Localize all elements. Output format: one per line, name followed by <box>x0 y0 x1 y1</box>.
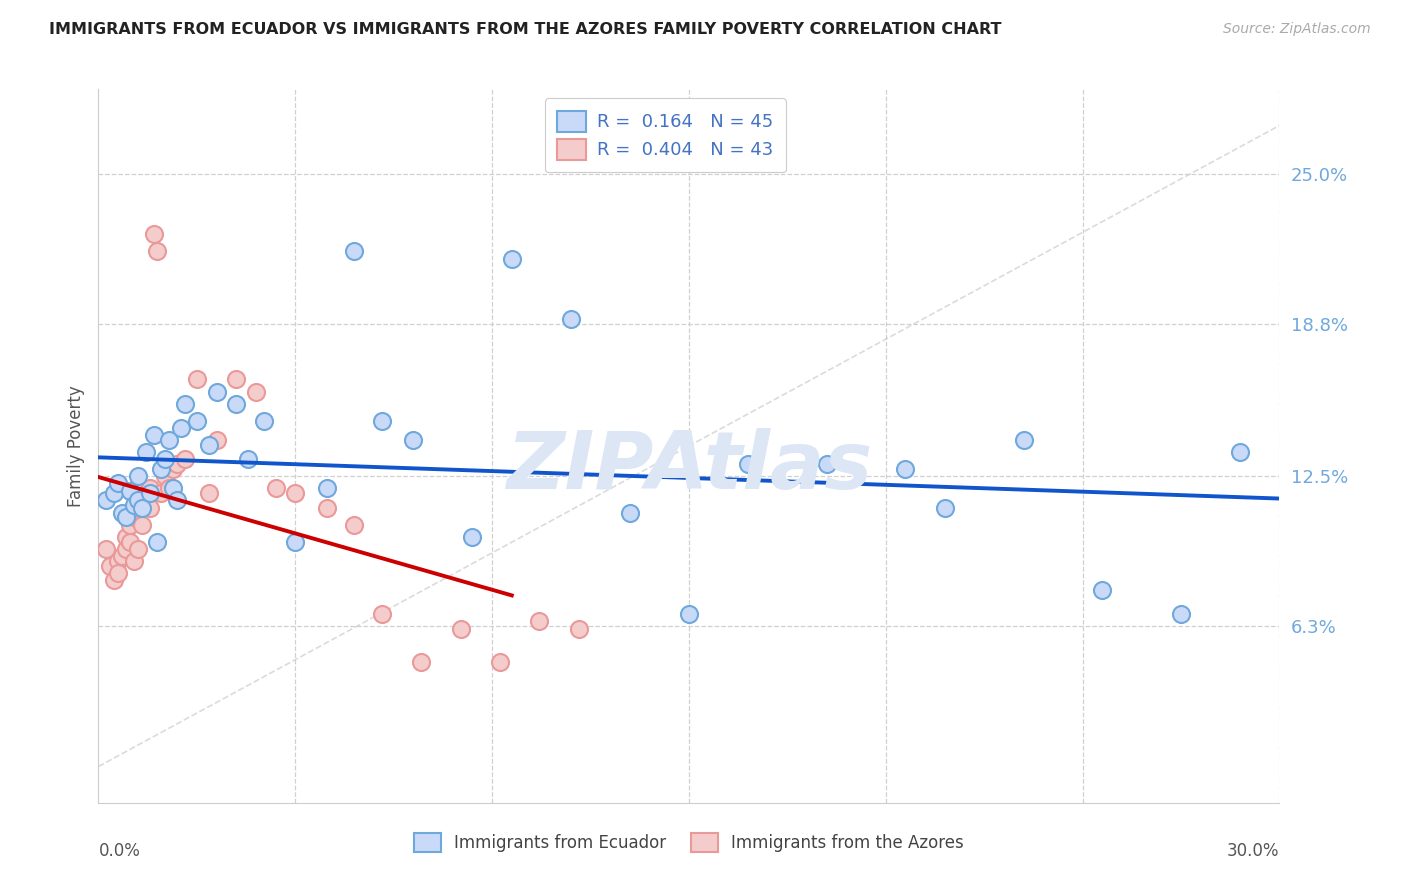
Point <box>264 481 287 495</box>
Text: 0.0%: 0.0% <box>98 842 141 860</box>
Y-axis label: Family Poverty: Family Poverty <box>66 385 84 507</box>
Point <box>461 530 484 544</box>
Point <box>205 384 228 399</box>
Point <box>166 457 188 471</box>
Point <box>315 481 337 495</box>
Point <box>162 481 184 495</box>
Point <box>131 517 153 532</box>
Point <box>111 549 134 563</box>
Point <box>115 530 138 544</box>
Point <box>284 534 307 549</box>
Point <box>678 607 700 621</box>
Text: Source: ZipAtlas.com: Source: ZipAtlas.com <box>1223 22 1371 37</box>
Point <box>1229 445 1251 459</box>
Point <box>127 541 149 556</box>
Point <box>127 493 149 508</box>
Point <box>127 500 149 515</box>
Point <box>894 462 917 476</box>
Point <box>142 227 165 242</box>
Point <box>619 506 641 520</box>
Point <box>96 493 118 508</box>
Point <box>186 414 208 428</box>
Point <box>138 500 160 515</box>
Point <box>115 510 138 524</box>
Point <box>107 476 129 491</box>
Point <box>343 517 366 532</box>
Point <box>122 510 145 524</box>
Text: IMMIGRANTS FROM ECUADOR VS IMMIGRANTS FROM THE AZORES FAMILY POVERTY CORRELATION: IMMIGRANTS FROM ECUADOR VS IMMIGRANTS FR… <box>49 22 1001 37</box>
Point <box>155 469 177 483</box>
Point <box>111 506 134 520</box>
Point <box>170 421 193 435</box>
Point <box>1012 433 1035 447</box>
Point <box>411 656 433 670</box>
Point <box>146 244 169 259</box>
Point <box>737 457 759 471</box>
Text: 30.0%: 30.0% <box>1227 842 1279 860</box>
Point <box>529 615 551 629</box>
Text: ZIPAtlas: ZIPAtlas <box>506 428 872 507</box>
Point <box>135 493 157 508</box>
Point <box>162 462 184 476</box>
Point <box>131 493 153 508</box>
Point <box>118 483 141 498</box>
Point <box>371 414 394 428</box>
Point <box>174 452 197 467</box>
Point <box>103 486 125 500</box>
Point <box>815 457 838 471</box>
Point <box>197 438 219 452</box>
Point <box>197 486 219 500</box>
Point <box>343 244 366 259</box>
Point <box>150 462 173 476</box>
Point <box>118 534 141 549</box>
Point <box>501 252 523 266</box>
Point <box>135 445 157 459</box>
Point <box>245 384 267 399</box>
Point <box>122 554 145 568</box>
Point <box>103 574 125 588</box>
Point <box>150 486 173 500</box>
Point <box>1170 607 1192 621</box>
Point <box>205 433 228 447</box>
Point <box>122 498 145 512</box>
Point <box>315 500 337 515</box>
Legend: Immigrants from Ecuador, Immigrants from the Azores: Immigrants from Ecuador, Immigrants from… <box>408 826 970 859</box>
Point <box>1091 582 1114 597</box>
Point <box>186 372 208 386</box>
Point <box>115 541 138 556</box>
Point <box>489 656 512 670</box>
Point <box>225 372 247 386</box>
Point <box>107 566 129 580</box>
Point <box>284 486 307 500</box>
Point <box>253 414 276 428</box>
Point <box>157 433 180 447</box>
Point <box>155 452 177 467</box>
Point <box>560 312 582 326</box>
Point <box>142 428 165 442</box>
Point <box>225 397 247 411</box>
Point <box>96 541 118 556</box>
Point <box>127 469 149 483</box>
Point <box>131 500 153 515</box>
Point <box>402 433 425 447</box>
Point <box>146 534 169 549</box>
Point <box>98 558 121 573</box>
Point <box>450 622 472 636</box>
Point <box>568 622 591 636</box>
Point <box>107 554 129 568</box>
Point <box>371 607 394 621</box>
Point <box>157 481 180 495</box>
Point <box>236 452 259 467</box>
Point <box>135 486 157 500</box>
Point <box>118 517 141 532</box>
Point <box>166 493 188 508</box>
Point <box>138 486 160 500</box>
Point <box>138 481 160 495</box>
Point <box>174 397 197 411</box>
Point <box>934 500 956 515</box>
